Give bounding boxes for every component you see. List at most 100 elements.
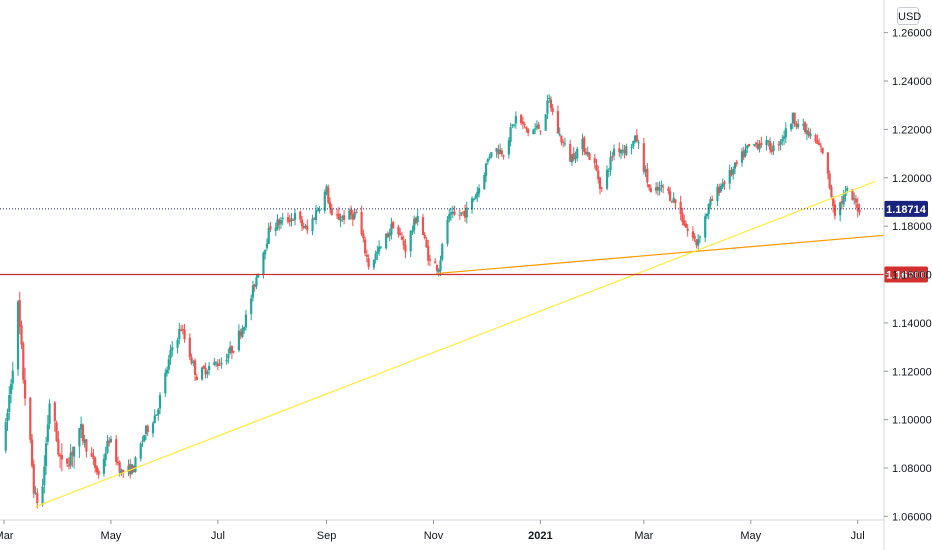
candle-body [704,216,707,238]
trendline-long[interactable] [35,180,876,508]
candle-body [141,440,144,442]
candle-body [642,143,645,172]
candle-body [853,198,856,200]
candle-body [562,141,565,143]
currency-badge[interactable]: USD [897,7,921,25]
candle-body [342,215,346,220]
candle-body [842,195,845,205]
x-tick-label: May [740,530,761,542]
candle-body [60,454,63,460]
candle-body [488,156,491,159]
candle-body [754,142,758,144]
candle-body [770,149,773,153]
candle-body [511,124,514,126]
candle-body [746,145,749,149]
candle-body [844,192,847,197]
candle-body [23,380,27,399]
candle-body [425,239,428,248]
candle-body [537,124,540,130]
candle-body [372,259,375,268]
candle-body [500,150,503,155]
candle-body [157,409,160,415]
candle-body [672,197,675,202]
candle-body [551,108,554,112]
candle-body [388,232,391,237]
candle-body [814,135,817,142]
candle-body [711,199,714,201]
candle-body [434,261,437,264]
candle-body [635,135,638,142]
candle-body [730,170,733,176]
trendline-short[interactable] [438,234,885,274]
candle-body [227,354,230,359]
candle-body [449,212,453,215]
candle-body [807,131,810,136]
candle-body [43,466,46,486]
candle-body [544,114,547,131]
candle-body [151,423,155,434]
candle-body [858,209,861,213]
candle-body [181,329,184,331]
candle-body [328,202,332,209]
candle-body [742,150,745,158]
candle-body [716,186,719,202]
candle-body [795,123,798,127]
candle-body [740,151,744,163]
candle-body [204,367,207,375]
candle-body [6,412,9,422]
candle-body [819,145,822,147]
candle-body [574,157,577,160]
candle-body [439,260,442,272]
candle-body [697,239,700,246]
candle-body [57,439,60,455]
y-tick-label: 1.24000 [892,76,932,88]
candle-body [623,149,626,154]
candle-body [155,414,158,417]
candle-body [851,189,854,201]
candle-body [586,152,589,155]
candle-body [637,142,640,144]
candle-body [95,466,99,473]
candle-body [495,148,498,152]
candle-body [507,140,510,155]
candle-body [269,226,272,230]
candle-body [30,439,34,466]
candle-body [472,198,475,200]
candle-body [846,188,849,191]
candle-body [483,175,486,190]
candle-body [276,219,279,229]
candle-body [649,188,652,193]
candle-body [351,214,354,220]
candle-body [453,211,456,215]
candle-body [80,423,83,430]
candle-body [190,357,193,364]
candle-body [630,146,633,148]
candle-body [563,143,567,145]
y-tick-label: 1.16000 [892,270,932,282]
candle-body [36,492,39,503]
y-tick-label: 1.22000 [892,124,932,136]
candle-body [548,97,551,99]
candle-body [486,159,489,163]
candle-body [243,327,246,330]
candle-body [779,141,782,145]
candle-body [423,234,426,239]
candle-body [832,197,835,207]
candle-body [73,446,76,457]
candle-body [772,145,775,152]
candle-body [793,112,796,125]
candle-body [569,143,572,162]
candle-body [607,170,610,172]
candle-body [146,425,149,433]
candle-body [618,148,621,153]
candle-body [127,465,130,472]
candle-body [465,207,468,218]
candle-layer [4,94,861,509]
candle-body [232,351,235,353]
candle-body [421,217,425,236]
candle-body [781,139,784,142]
candle-body [644,169,647,173]
candle-body [134,457,137,472]
candle-body [41,486,44,504]
